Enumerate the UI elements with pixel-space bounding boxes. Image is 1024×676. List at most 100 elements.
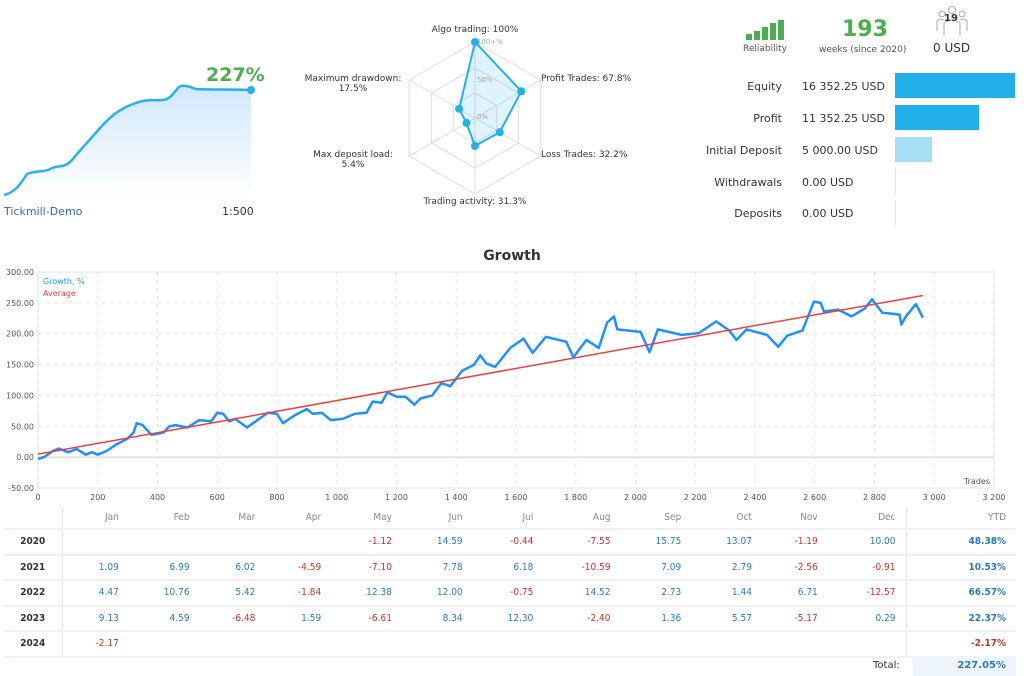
finance-row-deposits: Deposits 0.00 USD: [690, 200, 1024, 228]
month-value-cell: 1.44: [691, 580, 762, 607]
legend-average: Average: [43, 289, 76, 298]
month-value-cell: 0.29: [827, 605, 906, 632]
x-tick-label: 200: [90, 493, 105, 502]
month-value-cell: -0.91: [827, 554, 906, 581]
leverage: 1:500: [222, 205, 254, 218]
mini-growth-line: [3, 84, 252, 197]
month-header: YTD: [905, 507, 1016, 530]
radar-chart: [408, 38, 542, 195]
month-value-cell: 6.99: [128, 554, 200, 581]
month-value-cell: 5.57: [691, 605, 762, 632]
radar-scale-0: 0%: [477, 113, 489, 121]
year-cell: 2023: [4, 605, 63, 632]
month-value-cell: -4.59: [265, 554, 332, 581]
x-axis-label: Trades: [963, 477, 990, 486]
month-value-cell: [691, 631, 762, 658]
radar-shape: [458, 39, 523, 148]
month-value-cell: [543, 631, 621, 658]
x-tick-label: 1 000: [325, 493, 348, 502]
reliability-label: Reliability: [743, 44, 787, 54]
month-value-cell: 1.36: [620, 605, 692, 632]
y-tick-label: 50.00: [11, 422, 34, 431]
mini-growth-endpoint: [247, 86, 255, 94]
month-value-cell: 6.02: [199, 554, 266, 581]
radar-label-algo: Algo trading: 100%: [431, 25, 519, 35]
ytd-cell: 48.38%: [905, 529, 1016, 556]
month-value-cell: 14.59: [401, 529, 473, 556]
table-row: 2022 4.47 10.76 5.42 -1.84 12.38 12.00 -0.75 14.…: [4, 580, 1016, 607]
month-value-cell: -5.17: [761, 605, 828, 632]
month-value-cell: 8.34: [401, 605, 473, 632]
withdrawals-bar: [895, 169, 896, 194]
month-value-cell: 14.52: [543, 580, 621, 607]
radar-axis: [474, 79, 542, 119]
table-row: 2021 1.09 6.99 6.02 -4.59 -7.10 7.78 6.18 -10.59…: [4, 554, 1016, 581]
radar-label-profit: Profit Trades: 67.8%: [541, 74, 632, 84]
series-line-growth: [37, 297, 925, 461]
deposits-bar: [895, 200, 896, 225]
month-value-cell: 4.47: [62, 580, 129, 607]
month-value-cell: [472, 631, 544, 658]
y-tick-label: 200.00: [6, 330, 34, 339]
month-value-cell: [401, 631, 473, 658]
ytd-cell: 22.37%: [905, 605, 1016, 632]
month-value-cell: -7.10: [331, 554, 402, 581]
x-tick-label: 2 600: [803, 493, 826, 502]
month-value-cell: [761, 631, 828, 658]
growth-chart-title: Growth: [483, 248, 541, 264]
month-value-cell: [199, 529, 266, 556]
radar-axis: [408, 79, 476, 119]
radar-point: [517, 87, 526, 96]
mini-growth-chart: [3, 84, 255, 198]
weeks-count: 193: [842, 17, 888, 42]
month-header: Mar: [199, 507, 266, 530]
month-value-cell: [199, 631, 266, 658]
month-value-cell: -0.75: [472, 580, 544, 607]
month-header: Apr: [265, 507, 332, 530]
x-tick-label: 400: [150, 493, 165, 502]
subscription-price: 0 USD: [933, 41, 971, 55]
finance-row-withdrawals: Withdrawals 0.00 USD: [690, 169, 1024, 197]
month-value-cell: -0.44: [472, 529, 544, 556]
radar-point: [455, 104, 464, 113]
month-value-cell: 10.00: [827, 529, 906, 556]
growth-chart: 300.00 250.00 200.00 150.00 100.00 50.00 0.00 -…: [6, 268, 1006, 502]
equity-bar: [895, 73, 1015, 98]
month-value-cell: 7.09: [620, 554, 692, 581]
month-header: Jan: [62, 507, 129, 530]
y-tick-label: 300.00: [6, 268, 34, 277]
month-value-cell: -2.56: [761, 554, 828, 581]
ytd-cell: -2.17%: [905, 631, 1016, 658]
month-value-cell: 2.73: [620, 580, 692, 607]
year-header: [4, 507, 63, 530]
x-tick-label: 3 200: [983, 493, 1006, 502]
radar-axis: [474, 117, 542, 157]
y-tick-label: 0.00: [16, 453, 34, 462]
month-value-cell: 9.13: [62, 605, 129, 632]
subscribers-icon: [936, 6, 968, 35]
ytd-cell: 10.53%: [905, 554, 1016, 581]
radar-point: [471, 141, 479, 150]
month-value-cell: 5.42: [199, 580, 266, 607]
month-value-cell: 1.59: [265, 605, 332, 632]
month-value-cell: 6.18: [472, 554, 544, 581]
month-header: Nov: [761, 507, 828, 530]
month-value-cell: [265, 529, 332, 556]
radar-label-activity: Trading activity: 31.3%: [423, 197, 527, 207]
month-header: Sep: [620, 507, 692, 530]
server-name[interactable]: Tickmill-Demo: [4, 205, 83, 218]
radar-scale-100: 100+%: [477, 38, 503, 46]
finance-row-profit: Profit 11 352.25 USD: [690, 105, 1024, 133]
x-tick-label: 2 400: [744, 493, 767, 502]
y-tick-label: 100.00: [6, 391, 34, 400]
month-value-cell: -12.57: [827, 580, 906, 607]
month-value-cell: 1.09: [62, 554, 129, 581]
month-value-cell: [265, 631, 332, 658]
table-row: 2024 -2.17 -2.17%: [4, 631, 1016, 658]
x-tick-label: 1 800: [564, 493, 587, 502]
finance-row-equity: Equity 16 352.25 USD: [690, 73, 1024, 101]
month-header: Oct: [691, 507, 762, 530]
month-value-cell: -1.12: [331, 529, 402, 556]
month-header: Aug: [543, 507, 621, 530]
y-tick-label: -50.00: [8, 484, 34, 493]
